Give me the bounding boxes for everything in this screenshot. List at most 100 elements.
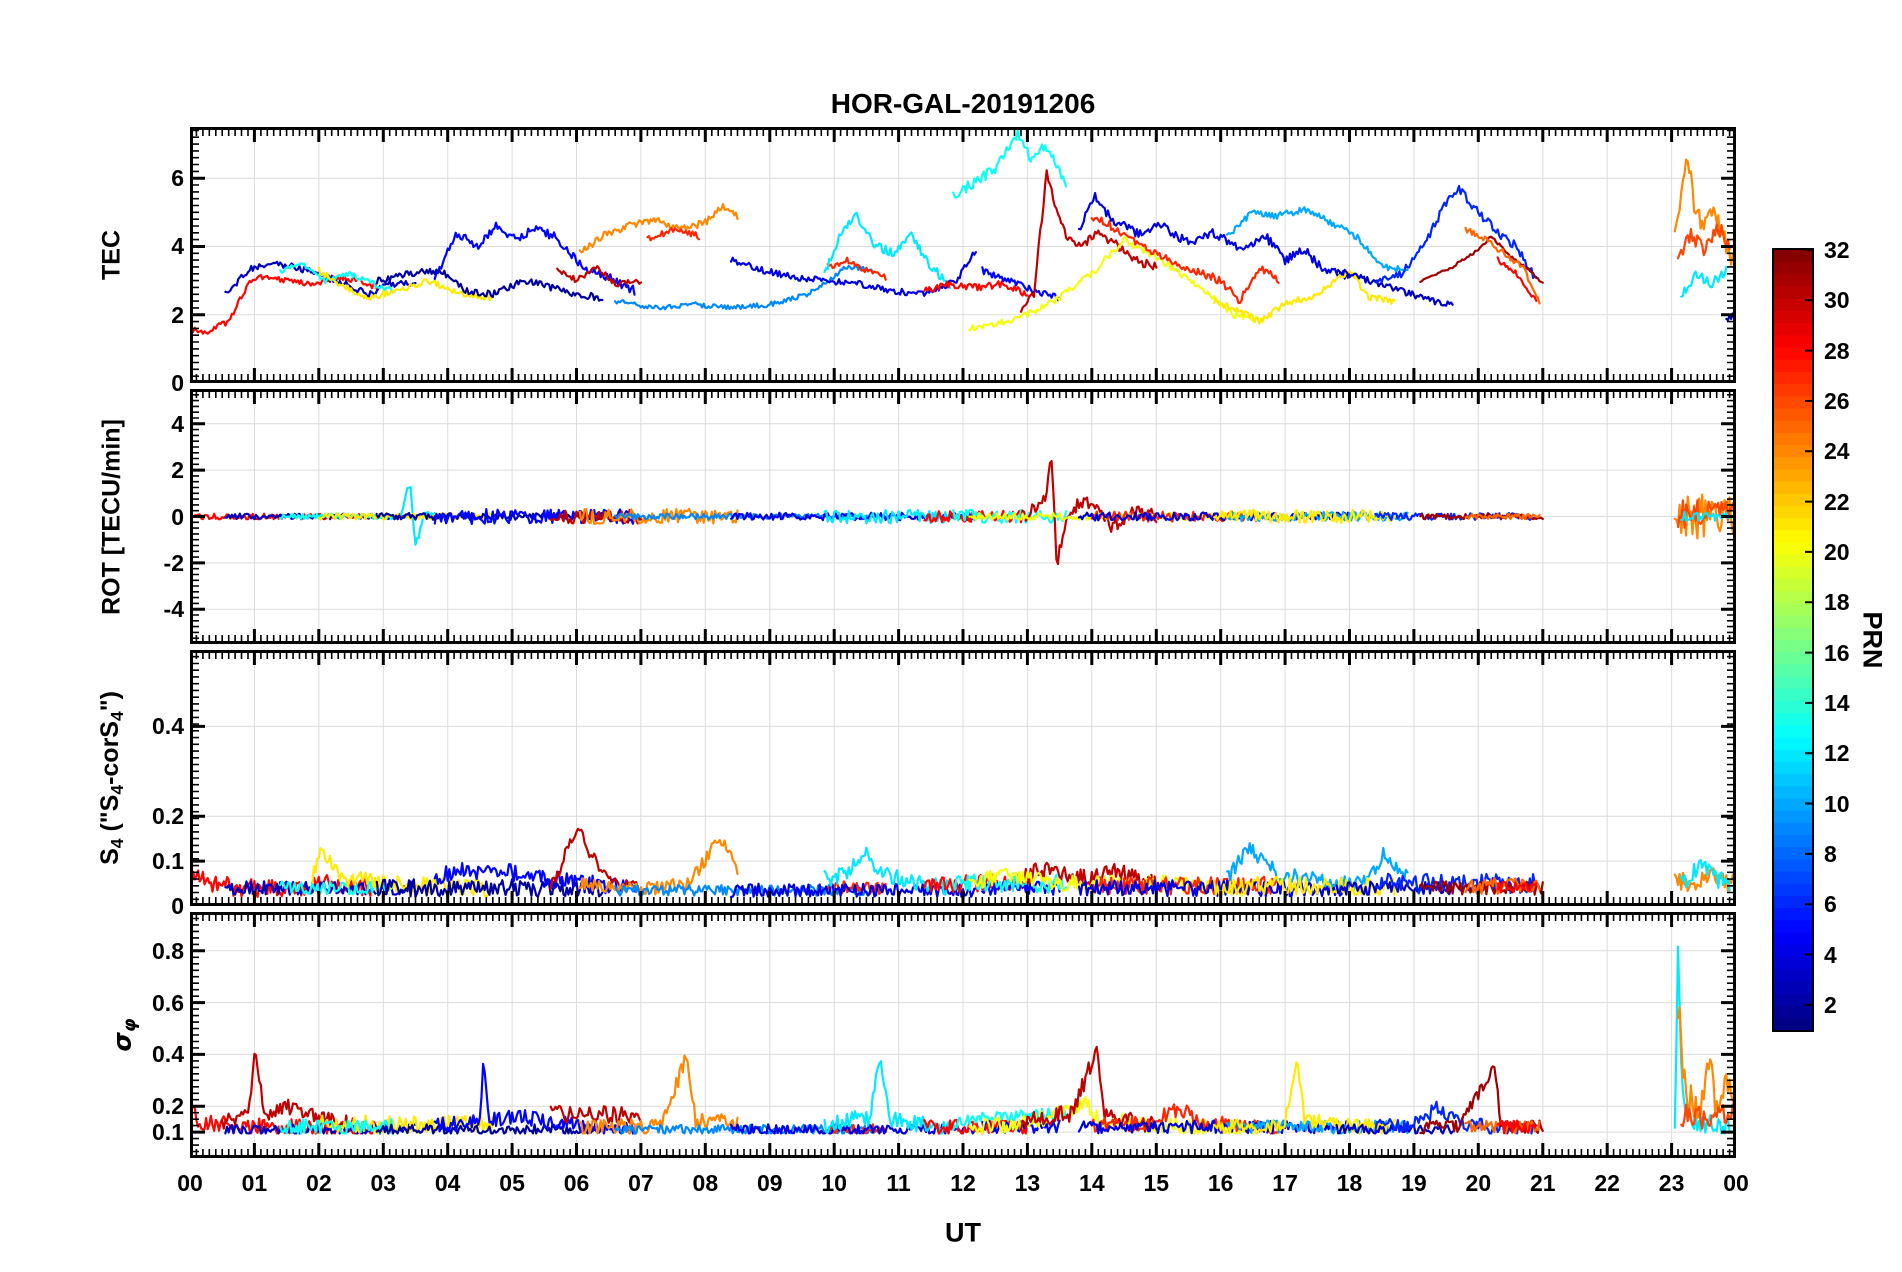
colorbar-slice xyxy=(1774,713,1812,727)
y-axis-title-tec: TEC xyxy=(98,230,127,280)
colorbar-tick-marks xyxy=(1805,249,1812,1006)
colorbar-slice xyxy=(1774,286,1812,300)
series-line-prn-6 xyxy=(1374,184,1538,284)
series-line-prn-4 xyxy=(730,251,977,297)
series-line-prn-26 xyxy=(1676,499,1734,529)
colorbar-tick-label: 8 xyxy=(1824,840,1837,867)
series-line-prn-24 xyxy=(578,1054,739,1135)
colorbar-slice xyxy=(1774,518,1812,532)
colorbar-tick-label: 18 xyxy=(1824,589,1850,616)
series-line-prn-24 xyxy=(578,507,739,525)
y-tick-label: 0 xyxy=(171,503,184,530)
colorbar-tick-label: 30 xyxy=(1824,287,1850,314)
x-tick-label: 10 xyxy=(821,1170,847,1196)
axis-border xyxy=(190,650,1736,906)
x-tick-label: 06 xyxy=(563,1170,590,1196)
series-group xyxy=(190,460,1736,566)
series-line-prn-13 xyxy=(952,873,1068,894)
colorbar-slice xyxy=(1774,554,1812,568)
colorbar-slice xyxy=(1774,822,1812,836)
y-tick-label: -4 xyxy=(163,596,184,623)
series-line-prn-21 xyxy=(317,266,494,301)
series-line-prn-30 xyxy=(549,1105,642,1124)
y-tick-label: -2 xyxy=(163,549,184,576)
colorbar-slice xyxy=(1774,396,1812,410)
x-tick-label: 09 xyxy=(756,1170,783,1196)
y-tick-label: 0.1 xyxy=(152,848,184,875)
colorbar-slice xyxy=(1774,725,1812,739)
minor-tick-marks xyxy=(192,129,1734,383)
colorbar-slice xyxy=(1774,798,1812,812)
series-line-prn-27 xyxy=(646,227,700,242)
colorbar-slice xyxy=(1774,432,1812,446)
gridlines xyxy=(190,912,1736,1158)
major-tick-marks xyxy=(190,129,1736,383)
y-axis-title-segment: -corS xyxy=(95,721,124,785)
y-tick-label: 0.6 xyxy=(152,989,184,1016)
series-line-prn-12 xyxy=(1680,265,1728,298)
major-tick-marks xyxy=(190,914,1736,1156)
series-line-prn-12 xyxy=(823,1060,952,1135)
y-axis-title-segment: ROT [TECU/min] xyxy=(97,418,126,615)
x-tick-label: 13 xyxy=(1014,1170,1041,1196)
y-axis-title-rot: ROT [TECU/min] xyxy=(98,419,127,615)
colorbar-slice xyxy=(1774,384,1812,398)
colorbar-slice xyxy=(1774,908,1812,922)
colorbar-tick-label: 16 xyxy=(1824,639,1850,666)
major-tick-marks xyxy=(190,391,1736,642)
y-axis-title-segment: TEC xyxy=(97,230,126,280)
y-tick-label: 0.2 xyxy=(152,803,184,830)
colorbar-tick-label: 12 xyxy=(1824,740,1850,767)
colorbar-slice xyxy=(1774,1005,1812,1019)
colorbar-slice xyxy=(1774,359,1812,373)
series-line-prn-5 xyxy=(433,862,636,895)
series-line-prn-25 xyxy=(1464,226,1541,305)
x-tick-label: 08 xyxy=(692,1170,719,1196)
colorbar-slice xyxy=(1774,493,1812,507)
axis-border xyxy=(190,127,1736,383)
colorbar-slice xyxy=(1774,737,1812,751)
series-line-prn-13 xyxy=(952,128,1068,199)
x-tick-label: 16 xyxy=(1207,1170,1234,1196)
colorbar-slice xyxy=(1774,445,1812,459)
series-line-prn-9 xyxy=(614,1123,874,1135)
colorbar-slice xyxy=(1774,481,1812,495)
series-group xyxy=(190,827,1736,899)
series-line-prn-26 xyxy=(1680,1103,1734,1130)
series-line-prn-20 xyxy=(968,236,1254,332)
colorbar-slice xyxy=(1774,944,1812,958)
colorbar-slice xyxy=(1774,615,1812,629)
series-line-prn-5 xyxy=(981,266,1061,302)
colorbar-slice xyxy=(1774,859,1812,873)
colorbar-slice xyxy=(1774,786,1812,800)
y-axis-title-segment: 4 xyxy=(107,711,128,722)
y-tick-label: 2 xyxy=(171,457,184,484)
colorbar-slice xyxy=(1774,676,1812,690)
colorbar-tick-label: 20 xyxy=(1824,538,1850,565)
colorbar-slice xyxy=(1774,652,1812,666)
gridlines xyxy=(190,127,1736,383)
x-tick-label: 15 xyxy=(1143,1170,1170,1196)
colorbar-slice xyxy=(1774,969,1812,983)
colorbar-slice xyxy=(1774,530,1812,544)
series-line-prn-28 xyxy=(190,273,378,335)
colorbar-slice xyxy=(1774,347,1812,361)
series-line-prn-4 xyxy=(1077,879,1351,898)
y-axis-title-segment: σ xyxy=(107,1032,137,1052)
series-line-prn-13 xyxy=(952,508,1068,524)
colorbar-slice xyxy=(1774,920,1812,934)
series-line-prn-2 xyxy=(375,1123,604,1135)
colorbar-slice xyxy=(1774,603,1812,617)
series-line-prn-24 xyxy=(1676,1006,1734,1120)
colorbar-slice xyxy=(1774,505,1812,520)
colorbar-slice xyxy=(1774,457,1812,471)
minor-tick-marks xyxy=(192,912,1734,1158)
colorbar-tick-label: 24 xyxy=(1824,438,1850,465)
colorbar-tick-label: 26 xyxy=(1824,387,1850,414)
colorbar-slice xyxy=(1774,250,1812,264)
colorbar-slice xyxy=(1774,371,1812,386)
y-tick-label: 4 xyxy=(171,410,184,437)
colorbar-tick-label: 10 xyxy=(1824,790,1850,817)
series-line-prn-10 xyxy=(1226,842,1409,892)
y-tick-label: 0.1 xyxy=(152,1119,184,1146)
